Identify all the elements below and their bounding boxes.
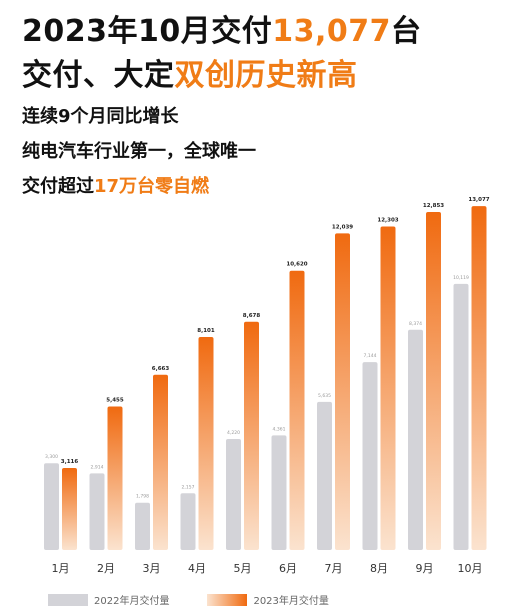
x-tick-label: 7月	[325, 562, 343, 575]
bar-2022	[89, 473, 105, 550]
bar-2023	[426, 212, 441, 550]
delivery-count-highlight: 13,077	[272, 14, 392, 49]
x-tick-label: 1月	[52, 562, 70, 575]
subpoint-3-text: 交付超过	[22, 176, 94, 197]
data-label-2022: 7,144	[364, 353, 377, 359]
chart-legend: 2022年月交付量 2023年月交付量	[48, 592, 367, 607]
bar-2023	[335, 233, 350, 550]
bar-2022	[135, 502, 150, 550]
x-tick-label: 2月	[97, 562, 115, 575]
data-label-2023: 8,678	[243, 313, 261, 319]
subpoint-1: 连续9个月同比增长	[22, 106, 179, 127]
bar-2023	[289, 270, 305, 550]
bar-2023	[107, 406, 123, 550]
bar-2023	[471, 206, 487, 550]
data-label-2023: 12,853	[423, 203, 444, 209]
data-label-2022: 8,374	[409, 321, 422, 327]
headline-line-1-unit: 台	[391, 14, 422, 49]
x-tick-label: 8月	[370, 562, 388, 575]
x-tick-label: 5月	[234, 562, 252, 575]
bar-2022	[408, 329, 423, 550]
bar-2023	[62, 468, 77, 550]
data-label-2022: 4,220	[227, 430, 240, 436]
data-label-2022: 10,119	[453, 275, 469, 281]
x-tick-label: 9月	[416, 562, 434, 575]
bar-2022	[453, 283, 469, 550]
data-label-2023: 3,116	[61, 459, 79, 465]
data-label-2023: 13,077	[468, 197, 489, 203]
record-highlight: 双创历史新高	[174, 58, 358, 93]
legend-swatch-2023	[207, 593, 248, 606]
x-tick-label: 4月	[188, 562, 206, 575]
bar-2023	[198, 336, 214, 550]
bar-2023	[153, 374, 168, 550]
legend-item-2023: 2023年月交付量	[207, 592, 329, 607]
data-label-2023: 6,663	[152, 366, 170, 372]
data-label-2022: 2,157	[182, 484, 195, 490]
headline: 2023年10月交付13,077台 交付、大定双创历史新高	[22, 10, 422, 98]
x-tick-label: 10月	[458, 562, 483, 575]
x-tick-label: 3月	[143, 562, 161, 575]
bar-2023	[244, 321, 259, 550]
subpoints: 连续9个月同比增长 纯电汽车行业第一，全球唯一 交付超过17万台零自燃	[22, 99, 256, 204]
data-label-2023: 5,455	[106, 398, 124, 404]
legend-label-2023: 2023年月交付量	[253, 596, 329, 607]
bar-2023	[380, 226, 396, 550]
bar-2022	[317, 401, 332, 550]
bar-2022	[180, 493, 196, 550]
data-label-2022: 1,798	[136, 494, 149, 500]
bar-2022	[362, 362, 378, 550]
data-label-2022: 5,635	[318, 393, 331, 399]
data-label-2023: 10,620	[286, 262, 307, 268]
headline-line-1-text: 2023年10月交付	[22, 14, 273, 49]
x-tick-label: 6月	[279, 562, 297, 575]
legend-item-2022: 2022年月交付量	[48, 592, 169, 607]
data-label-2023: 8,101	[197, 328, 215, 334]
subpoint-3-highlight: 17万台零自燃	[94, 176, 210, 197]
data-label-2022: 2,914	[91, 464, 104, 470]
legend-swatch-2022	[48, 593, 88, 606]
subpoint-3: 交付超过17万台零自燃	[22, 169, 256, 204]
data-label-2022: 4,361	[273, 426, 286, 432]
bar-2022	[44, 463, 59, 550]
headline-line-2-text: 交付、大定	[22, 58, 175, 93]
legend-label-2022: 2022年月交付量	[94, 596, 170, 607]
subpoint-2: 纯电汽车行业第一，全球唯一	[22, 141, 256, 162]
headline-line-1: 2023年10月交付13,077台	[22, 10, 422, 54]
headline-line-2: 交付、大定双创历史新高	[22, 54, 422, 98]
data-label-2022: 3,300	[45, 454, 58, 460]
bar-2022	[271, 435, 287, 550]
data-label-2023: 12,039	[332, 224, 353, 230]
data-label-2023: 12,303	[377, 217, 398, 223]
bar-2022	[226, 439, 241, 550]
